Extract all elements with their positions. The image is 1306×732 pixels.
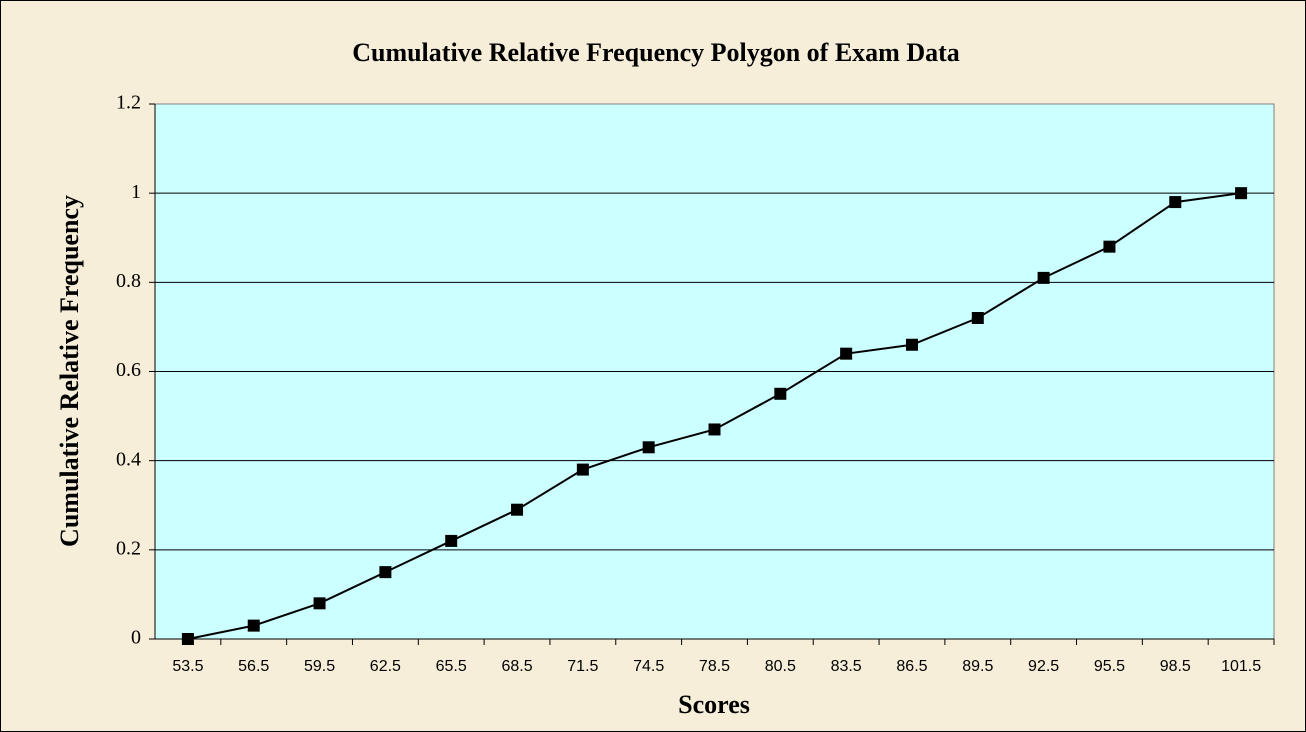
x-tick-label: 62.5 <box>370 658 401 675</box>
x-tick-label: 83.5 <box>831 658 862 675</box>
marker <box>181 633 194 645</box>
y-tick-label: 1 <box>131 181 141 203</box>
marker <box>379 566 392 579</box>
x-tick-label: 86.5 <box>896 658 927 675</box>
marker <box>708 423 721 436</box>
x-tick-label: 59.5 <box>304 658 335 675</box>
x-tick-label: 92.5 <box>1028 658 1059 675</box>
x-axis-label: Scores <box>678 690 750 719</box>
marker <box>511 503 524 516</box>
marker <box>642 441 655 454</box>
marker <box>445 534 458 547</box>
x-tick-label: 68.5 <box>501 658 532 675</box>
marker <box>247 619 260 632</box>
x-tick-label: 65.5 <box>436 658 467 675</box>
x-tick-label: 98.5 <box>1160 658 1191 675</box>
x-tick-label: 101.5 <box>1221 658 1261 675</box>
marker <box>774 387 787 400</box>
x-tick-label: 80.5 <box>765 658 796 675</box>
y-tick-label: 0 <box>131 627 141 649</box>
marker <box>313 597 326 610</box>
marker <box>1103 240 1116 253</box>
marker <box>905 338 918 351</box>
marker <box>1235 187 1248 200</box>
x-tick-label: 53.5 <box>172 658 203 675</box>
y-axis-label: Cumulative Relative Frequency <box>55 195 84 547</box>
x-tick-label: 95.5 <box>1094 658 1125 675</box>
x-tick-label: 71.5 <box>567 658 598 675</box>
x-tick-label: 74.5 <box>633 658 664 675</box>
y-tick-label: 0.2 <box>116 537 141 559</box>
x-tick-label: 78.5 <box>699 658 730 675</box>
marker <box>840 347 853 360</box>
x-tick-label: 56.5 <box>238 658 269 675</box>
chart-title: Cumulative Relative Frequency Polygon of… <box>352 38 960 67</box>
x-tick-label: 89.5 <box>962 658 993 675</box>
y-tick-label: 1.2 <box>116 92 141 114</box>
y-tick-label: 0.4 <box>116 448 141 470</box>
marker <box>971 312 984 324</box>
y-tick-label: 0.6 <box>116 359 141 381</box>
marker <box>1169 196 1182 209</box>
marker <box>1037 271 1050 284</box>
marker <box>576 463 589 476</box>
y-tick-label: 0.8 <box>116 270 141 292</box>
